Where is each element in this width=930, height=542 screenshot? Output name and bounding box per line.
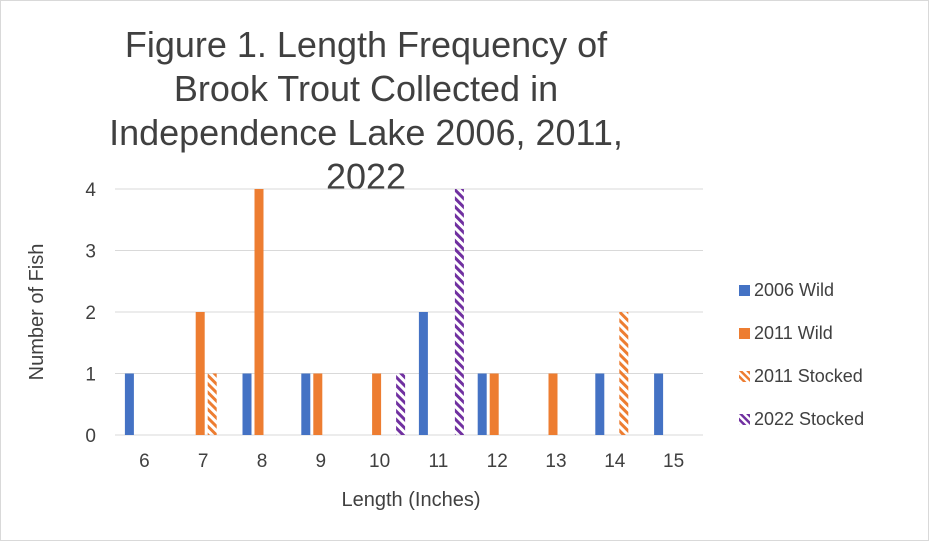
- y-tick-label: 1: [85, 365, 96, 386]
- x-tick-label: 7: [198, 451, 209, 472]
- x-axis-title: Length (Inches): [342, 489, 481, 511]
- x-tick-label: 6: [139, 451, 150, 472]
- bar-2006-wild-12: [477, 373, 487, 435]
- x-tick-label: 8: [257, 451, 268, 472]
- y-axis-title: Number of Fish: [26, 244, 48, 381]
- bar-2022-stocked-11: [454, 189, 464, 435]
- legend-label: 2022 Stocked: [754, 409, 865, 429]
- bar-2022-stocked-10: [396, 373, 406, 435]
- y-tick-label: 0: [85, 426, 96, 447]
- x-tick-label: 15: [663, 451, 684, 472]
- bar-2006-wild-14: [595, 373, 605, 435]
- bar-2006-wild-15: [654, 373, 664, 435]
- legend-item: 2022 Stocked: [739, 398, 864, 441]
- bar-2011-wild-12: [489, 373, 499, 435]
- legend-swatch: [739, 414, 750, 425]
- bar-2011-stocked-7: [207, 373, 217, 435]
- bar-2011-wild-10: [372, 373, 382, 435]
- legend-item: 2011 Stocked: [739, 355, 864, 398]
- chart-title: Figure 1. Length Frequency of Brook Trou…: [109, 24, 623, 197]
- bar-2011-wild-7: [195, 312, 205, 435]
- legend-label: 2011 Wild: [754, 323, 833, 343]
- x-tick-label: 12: [487, 451, 508, 472]
- x-tick-label: 10: [369, 451, 390, 472]
- legend-item: 2006 Wild: [739, 269, 864, 312]
- legend-item: 2011 Wild: [739, 312, 864, 355]
- x-tick-label: 9: [316, 451, 327, 472]
- bar-2006-wild-8: [242, 373, 252, 435]
- legend-swatch: [739, 328, 750, 339]
- x-tick-label: 11: [429, 451, 449, 472]
- bar-2011-stocked-14: [619, 312, 629, 435]
- y-tick-label: 2: [85, 303, 96, 324]
- bar-2011-wild-8: [254, 189, 264, 435]
- legend-label: 2006 Wild: [754, 280, 835, 300]
- bar-2006-wild-11: [418, 312, 428, 435]
- x-tick-label: 13: [545, 451, 566, 472]
- y-tick-label: 4: [85, 180, 96, 201]
- bars: [124, 189, 664, 435]
- y-tick-label: 3: [85, 242, 96, 263]
- bar-2011-wild-13: [548, 373, 558, 435]
- legend-label: 2011 Stocked: [754, 366, 863, 386]
- legend: 2006 Wild 2011 Wild 2011 Stocked 2022 Stock…: [739, 269, 864, 441]
- bar-2006-wild-6: [124, 373, 134, 435]
- bar-2006-wild-9: [301, 373, 311, 435]
- bar-2011-wild-9: [313, 373, 323, 435]
- legend-swatch: [739, 371, 750, 382]
- legend-swatch: [739, 285, 750, 296]
- x-tick-label: 14: [604, 451, 626, 472]
